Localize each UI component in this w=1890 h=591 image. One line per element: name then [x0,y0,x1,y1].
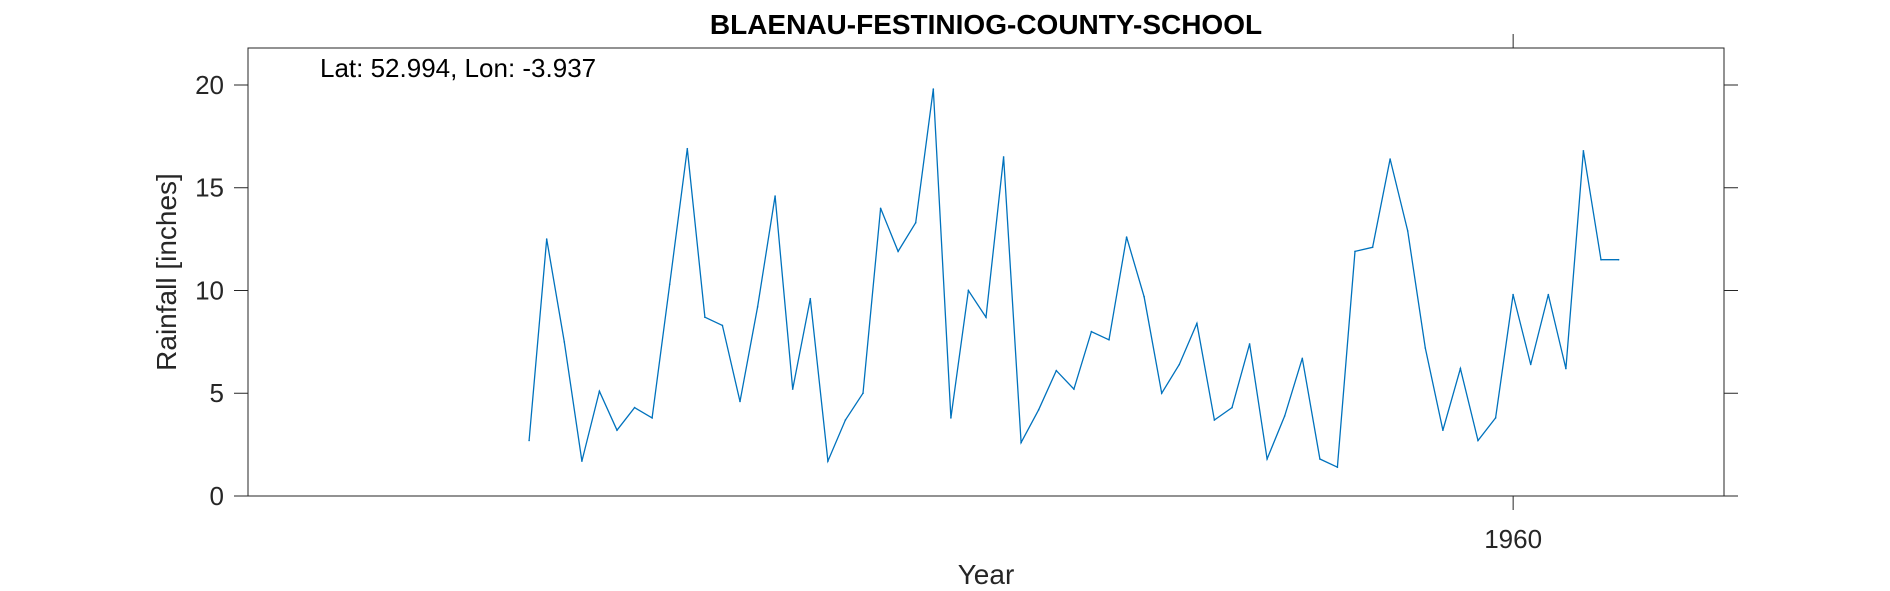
data-point-1938 [1125,236,1128,238]
y-axis-tick-labels: 0 5 10 15 20 [195,70,224,511]
data-point-1905 [545,238,548,240]
data-point-1934 [1055,369,1058,372]
data-point-1929 [967,289,970,292]
data-point-1958 [1477,439,1479,442]
data-point-1906 [563,341,566,343]
data-point-1961 [1529,363,1532,366]
data-point-1963 [1565,367,1567,370]
data-point-1909 [616,429,618,432]
data-point-1944 [1231,406,1233,409]
data-point-1915 [721,324,724,327]
data-point-1925 [897,250,899,253]
data-point-1957 [1459,367,1462,370]
data-point-1936 [1090,330,1093,333]
y-axis-ticks [234,84,1738,497]
data-point-1954 [1406,230,1409,232]
data-point-1913 [686,147,689,150]
plot-area [247,47,1725,497]
data-point-1927 [932,88,935,90]
x-axis-tick-labels: 1960 [1484,524,1542,554]
data-point-1964 [1582,150,1585,152]
data-point-1962 [1547,293,1550,296]
data-point-1920 [809,297,812,300]
data-point-1943 [1213,419,1216,421]
data-point-1935 [1073,388,1075,390]
data-point-1959 [1494,417,1497,419]
y-tick-label-5: 5 [210,378,224,408]
data-point-1939 [1143,295,1145,298]
data-point-1916 [739,400,741,403]
x-tick-label-1960: 1960 [1484,524,1542,554]
data-point-1965 [1600,258,1602,261]
data-point-1941 [1178,363,1181,366]
data-point-1956 [1442,429,1444,432]
data-point-1953 [1389,158,1391,160]
data-point-1919 [791,388,794,390]
data-point-1949 [1319,458,1321,460]
data-point-1950 [1336,466,1339,469]
data-point-1951 [1354,250,1356,253]
data-point-1924 [879,207,882,210]
data-point-1952 [1371,246,1374,249]
y-tick-label-20: 20 [195,70,224,100]
data-point-1911 [651,417,653,419]
data-point-1946 [1266,458,1268,460]
data-point-1966 [1617,258,1620,261]
data-point-1945 [1248,343,1251,345]
y-tick-label-10: 10 [195,275,224,305]
data-point-1904 [528,439,530,442]
y-tick-label-15: 15 [195,173,224,203]
data-point-1907 [581,460,583,462]
data-point-1921 [827,460,829,462]
y-tick-label-0: 0 [210,481,224,511]
data-point-1931 [1002,156,1005,158]
y-axis-label: Rainfall [inches] [151,173,182,371]
chart-title: BLAENAU-FESTINIOG-COUNTY-SCHOOL [710,9,1262,40]
data-point-1942 [1196,322,1198,325]
data-point-1940 [1160,392,1163,395]
data-point-1955 [1424,347,1427,349]
data-point-1922 [844,419,847,421]
data-point-1923 [862,392,864,395]
data-point-1933 [1037,408,1040,411]
data-point-1918 [774,195,776,197]
data-point-1948 [1301,357,1304,360]
data-point-1910 [633,406,636,409]
data-point-1914 [704,316,706,319]
data-point-1908 [598,390,601,393]
rainfall-data-points [528,88,1620,469]
data-point-1947 [1283,415,1286,417]
data-point-1937 [1108,339,1110,341]
location-annotation: Lat: 52.994, Lon: -3.937 [320,53,596,83]
data-point-1912 [668,283,671,286]
x-axis-label: Year [958,559,1015,590]
data-point-1932 [1020,441,1022,444]
data-point-1917 [756,306,759,308]
data-point-1960 [1512,293,1514,296]
data-point-1926 [914,221,917,224]
data-point-1928 [950,417,952,419]
data-point-1930 [985,316,987,319]
